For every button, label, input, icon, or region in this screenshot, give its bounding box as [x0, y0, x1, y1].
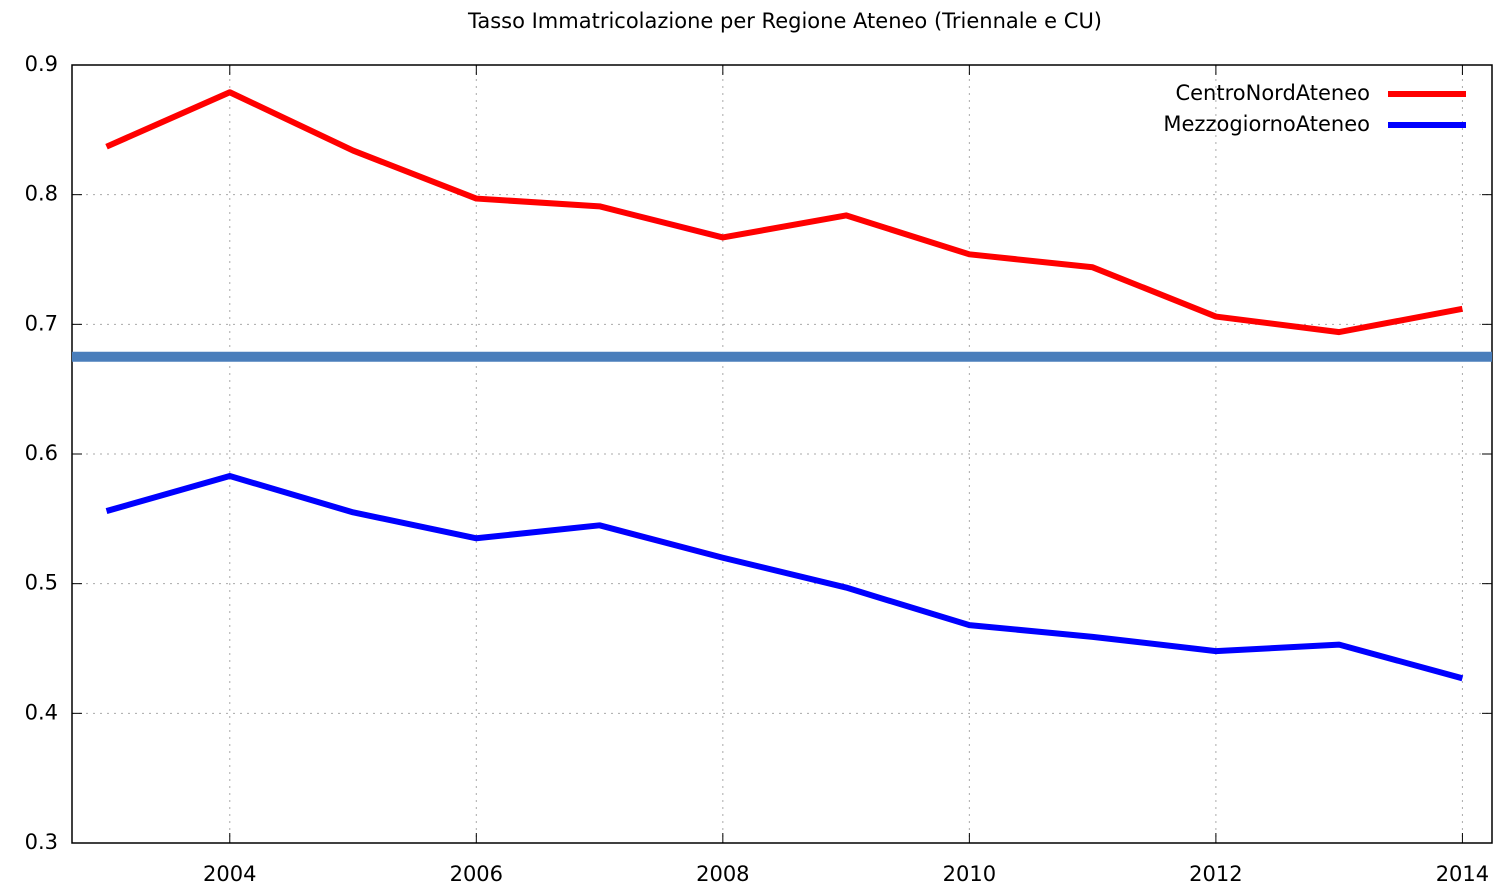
x-tick-label: 2004 — [203, 862, 256, 886]
legend-label: MezzogiornoAteneo — [1163, 112, 1370, 136]
y-tick-label: 0.5 — [25, 571, 58, 595]
y-tick-label: 0.3 — [25, 830, 58, 854]
y-tick-label: 0.9 — [25, 52, 58, 76]
x-tick-label: 2008 — [696, 862, 749, 886]
y-tick-label: 0.8 — [25, 182, 58, 206]
x-tick-label: 2010 — [943, 862, 996, 886]
line-series — [105, 473, 1464, 682]
line-series — [105, 89, 1463, 336]
x-tick-label: 2006 — [450, 862, 503, 886]
plot-border — [71, 64, 1493, 844]
chart-title: Tasso Immatricolazione per Regione Atene… — [467, 9, 1102, 33]
legend-label: CentroNordAteneo — [1175, 81, 1370, 105]
x-tick-label: 2014 — [1436, 862, 1489, 886]
x-tick-label: 2012 — [1189, 862, 1242, 886]
y-tick-label: 0.4 — [25, 700, 58, 724]
y-tick-label: 0.6 — [25, 441, 58, 465]
y-tick-label: 0.7 — [25, 311, 58, 335]
